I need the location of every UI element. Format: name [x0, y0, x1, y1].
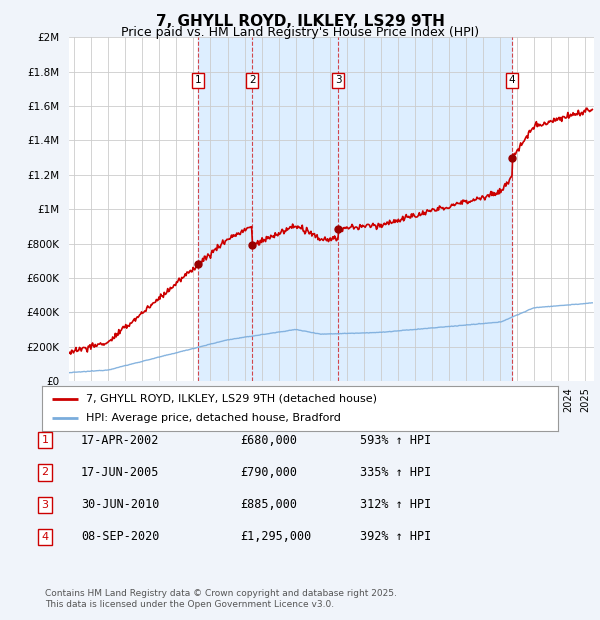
Text: 593% ↑ HPI: 593% ↑ HPI	[360, 434, 431, 446]
Text: 4: 4	[509, 75, 515, 85]
Text: 1: 1	[195, 75, 202, 85]
Text: £1,295,000: £1,295,000	[240, 531, 311, 543]
Text: Price paid vs. HM Land Registry's House Price Index (HPI): Price paid vs. HM Land Registry's House …	[121, 26, 479, 39]
Text: £885,000: £885,000	[240, 498, 297, 511]
Text: 30-JUN-2010: 30-JUN-2010	[81, 498, 160, 511]
Text: 17-JUN-2005: 17-JUN-2005	[81, 466, 160, 479]
Text: 3: 3	[41, 500, 49, 510]
Text: 2: 2	[41, 467, 49, 477]
Text: 335% ↑ HPI: 335% ↑ HPI	[360, 466, 431, 479]
Bar	[199, 37, 512, 381]
Text: 392% ↑ HPI: 392% ↑ HPI	[360, 531, 431, 543]
Text: 312% ↑ HPI: 312% ↑ HPI	[360, 498, 431, 511]
Text: 7, GHYLL ROYD, ILKLEY, LS29 9TH (detached house): 7, GHYLL ROYD, ILKLEY, LS29 9TH (detache…	[86, 394, 377, 404]
Text: 2: 2	[249, 75, 256, 85]
Text: HPI: Average price, detached house, Bradford: HPI: Average price, detached house, Brad…	[86, 414, 341, 423]
Text: 1: 1	[41, 435, 49, 445]
Text: 3: 3	[335, 75, 341, 85]
Text: 17-APR-2002: 17-APR-2002	[81, 434, 160, 446]
Text: 4: 4	[41, 532, 49, 542]
Text: £790,000: £790,000	[240, 466, 297, 479]
Text: £680,000: £680,000	[240, 434, 297, 446]
Text: Contains HM Land Registry data © Crown copyright and database right 2025.
This d: Contains HM Land Registry data © Crown c…	[45, 590, 397, 609]
Text: 7, GHYLL ROYD, ILKLEY, LS29 9TH: 7, GHYLL ROYD, ILKLEY, LS29 9TH	[155, 14, 445, 29]
Text: 08-SEP-2020: 08-SEP-2020	[81, 531, 160, 543]
